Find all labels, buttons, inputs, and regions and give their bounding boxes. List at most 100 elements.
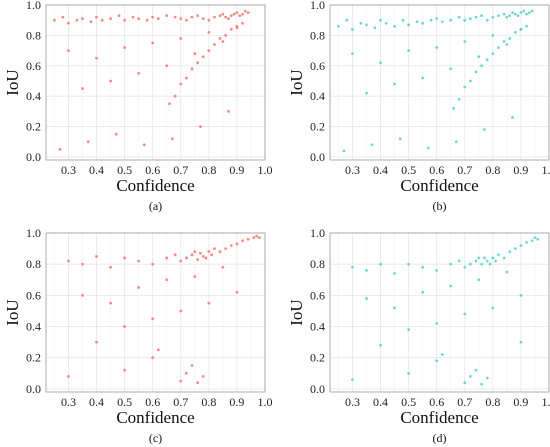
scatter-point	[156, 17, 160, 21]
scatter-point	[468, 262, 472, 266]
x-tick-label: 0.6	[429, 163, 444, 177]
scatter-point	[252, 236, 256, 240]
scatter-point	[67, 49, 70, 52]
scatter-point	[513, 12, 517, 16]
scatter-point	[407, 262, 411, 266]
x-axis-label: Confidence	[400, 408, 478, 427]
scatter-point	[452, 106, 455, 110]
scatter-point	[213, 247, 216, 250]
scatter-point	[505, 15, 509, 19]
scatter-point	[145, 18, 149, 22]
y-tick-label: 0.0	[26, 382, 41, 396]
scatter-point	[519, 11, 523, 14]
scatter-point	[505, 43, 509, 46]
scatter-point	[449, 284, 453, 288]
scatter-point	[168, 102, 171, 106]
x-tick-label: 0.9	[229, 395, 244, 409]
scatter-point	[210, 253, 214, 257]
scatter-point	[170, 137, 174, 141]
scatter-point	[95, 56, 98, 60]
scatter-point	[221, 265, 225, 269]
scatter-point	[516, 14, 520, 18]
y-tick-label: 0.2	[26, 351, 41, 365]
scatter-point	[238, 14, 242, 18]
plot-background	[46, 233, 265, 392]
panel-a: 0.3 0.4 0.5 0.6 0.7 0.8 0.9 1.0 0.0 0.2 0.4 0.6 0.8 1…	[3, 0, 273, 213]
y-tick-label: 0.6	[26, 288, 41, 302]
scatter-point	[165, 64, 169, 68]
scatter-point	[519, 27, 523, 31]
x-tick-label: 0.6	[145, 163, 160, 177]
scatter-point	[229, 27, 233, 31]
scatter-point	[165, 14, 169, 18]
scatter-point	[407, 23, 411, 27]
y-tick-label: 1.0	[26, 226, 41, 240]
scatter-point	[497, 46, 500, 49]
y-tick-label: 0.8	[26, 28, 41, 42]
scatter-point	[213, 15, 216, 19]
scatter-point	[218, 37, 222, 40]
scatter-point	[123, 368, 127, 372]
scatter-point	[67, 375, 70, 378]
plot-frame	[45, 4, 266, 161]
scatter-point	[491, 33, 495, 37]
scatter-point	[227, 17, 230, 21]
scatter-point	[196, 14, 200, 18]
scatter-point	[137, 71, 141, 75]
scatter-point	[179, 37, 183, 40]
scatter-point	[536, 237, 540, 241]
scatter-point	[468, 17, 472, 21]
scatter-point	[151, 41, 155, 45]
y-tick-label: 0.6	[310, 59, 325, 73]
scatter-point	[190, 15, 194, 19]
scatter-point	[67, 21, 70, 25]
scatter-point	[95, 15, 98, 19]
x-tick-label: 0.4	[373, 163, 388, 177]
scatter-point	[179, 17, 183, 21]
scatter-point	[100, 18, 104, 22]
scatter-point	[173, 94, 177, 98]
scatter-point	[207, 30, 211, 34]
scatter-point	[221, 12, 225, 16]
x-tick-label: 0.8	[201, 163, 216, 177]
scatter-point	[342, 149, 346, 153]
scatter-point	[393, 306, 396, 310]
scatter-point	[497, 14, 500, 18]
scatter-point	[505, 270, 509, 274]
x-tick-label: 0.6	[145, 395, 160, 409]
scatter-point	[235, 11, 239, 14]
scatter-point	[463, 85, 467, 89]
x-tick-label: 1.0	[258, 395, 273, 409]
scatter-point	[457, 97, 461, 101]
scatter-point	[351, 378, 354, 381]
scatter-point	[457, 259, 461, 263]
scatter-point	[421, 21, 425, 25]
scatter-point	[345, 18, 349, 22]
scatter-point	[407, 371, 411, 375]
x-tick-label: 0.5	[117, 395, 132, 409]
scatter-point	[480, 262, 484, 266]
scatter-point	[193, 250, 197, 254]
scatter-point	[67, 259, 70, 263]
scatter-point	[421, 265, 425, 269]
scatter-point	[117, 14, 121, 18]
scatter-point	[89, 20, 93, 24]
scatter-point	[81, 262, 84, 266]
y-tick-label: 0.6	[310, 288, 325, 302]
x-tick-label: 0.9	[229, 163, 244, 177]
scatter-point	[491, 15, 495, 19]
scatter-point	[480, 382, 484, 386]
scatter-point	[398, 137, 402, 141]
scatter-point	[351, 52, 354, 56]
scatter-point	[207, 18, 211, 22]
y-axis-label: IoU	[287, 69, 306, 95]
scatter-point	[407, 49, 411, 52]
x-tick-label: 0.5	[401, 163, 416, 177]
scatter-point	[137, 17, 141, 21]
scatter-point	[449, 262, 453, 266]
y-tick-label: 0.2	[310, 120, 325, 134]
scatter-point	[184, 18, 188, 22]
scatter-point	[165, 256, 169, 260]
panel-caption: (d)	[433, 431, 447, 445]
scatter-point	[365, 23, 368, 27]
